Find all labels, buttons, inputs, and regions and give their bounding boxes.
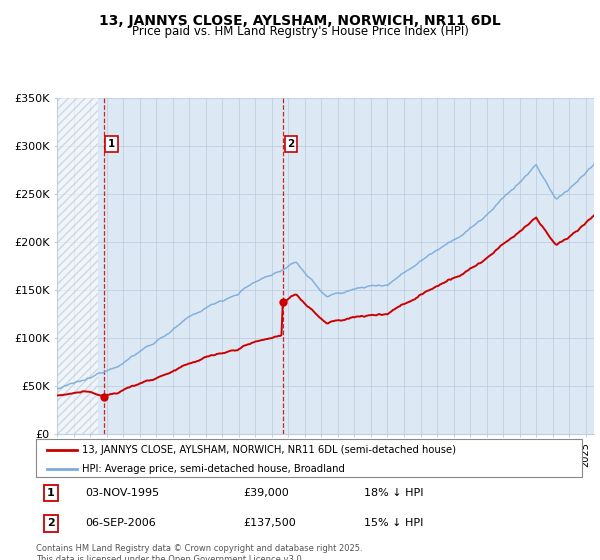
- Text: 15% ↓ HPI: 15% ↓ HPI: [364, 519, 423, 529]
- Text: 1: 1: [47, 488, 55, 498]
- Text: 2: 2: [47, 519, 55, 529]
- Text: 2: 2: [287, 139, 295, 149]
- Text: 13, JANNYS CLOSE, AYLSHAM, NORWICH, NR11 6DL (semi-detached house): 13, JANNYS CLOSE, AYLSHAM, NORWICH, NR11…: [82, 445, 457, 455]
- Text: 18% ↓ HPI: 18% ↓ HPI: [364, 488, 423, 498]
- Text: Contains HM Land Registry data © Crown copyright and database right 2025.
This d: Contains HM Land Registry data © Crown c…: [36, 544, 362, 560]
- FancyBboxPatch shape: [36, 439, 582, 477]
- Text: Price paid vs. HM Land Registry's House Price Index (HPI): Price paid vs. HM Land Registry's House …: [131, 25, 469, 38]
- Text: £39,000: £39,000: [244, 488, 289, 498]
- Bar: [57, 98, 98, 434]
- Text: 1: 1: [108, 139, 115, 149]
- Text: £137,500: £137,500: [244, 519, 296, 529]
- Text: 06-SEP-2006: 06-SEP-2006: [85, 519, 156, 529]
- Text: HPI: Average price, semi-detached house, Broadland: HPI: Average price, semi-detached house,…: [82, 464, 345, 474]
- Text: 13, JANNYS CLOSE, AYLSHAM, NORWICH, NR11 6DL: 13, JANNYS CLOSE, AYLSHAM, NORWICH, NR11…: [99, 14, 501, 28]
- Text: 03-NOV-1995: 03-NOV-1995: [85, 488, 159, 498]
